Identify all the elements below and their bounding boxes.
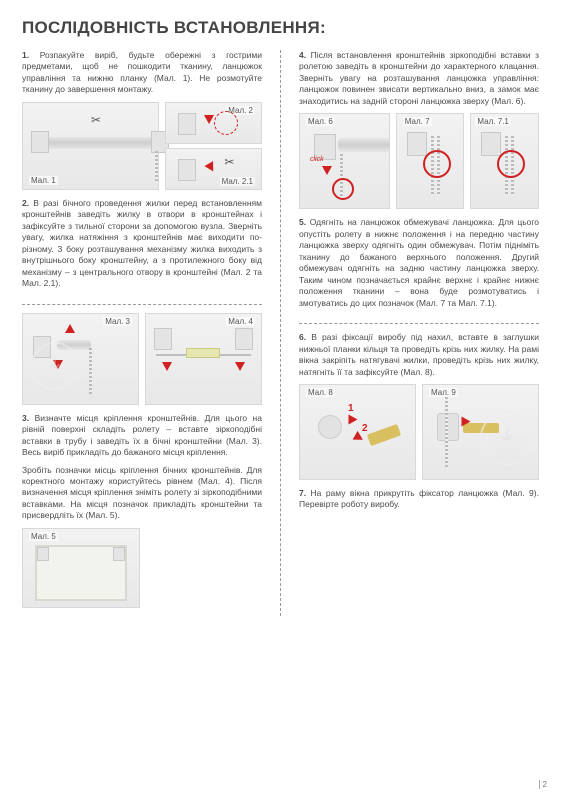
figure-1: Мал. 1 ✂	[22, 102, 159, 190]
figure-3: Мал. 3	[22, 313, 139, 405]
step-2: 2. В разі бічного проведення жилки перед…	[22, 198, 262, 290]
figure-5: Мал. 5	[22, 528, 140, 608]
fig-row-4: Мал. 6 click Мал. 7 Мал. 7.1	[299, 113, 539, 209]
columns: 1. Розпакуйте виріб, будьте обережні з г…	[22, 50, 539, 616]
step-3a: 3. Визначте місця кріплення кронштейнів.…	[22, 413, 262, 459]
fig-71-label: Мал. 7.1	[475, 117, 510, 126]
figure-4: Мал. 4	[145, 313, 262, 405]
divider-h-left	[22, 304, 262, 305]
vertical-divider	[280, 50, 281, 616]
step-5-num: 5.	[299, 217, 306, 227]
step-5-body: Одягніть на ланцюжок обмежувачі ланцюжка…	[299, 217, 539, 307]
fig-row-1: Мал. 1 ✂ Мал. 2 Мал. 2.1	[22, 102, 262, 190]
step-1: 1. Розпакуйте виріб, будьте обережні з г…	[22, 50, 262, 96]
divider-h-right	[299, 323, 539, 324]
step-4-body: Після встановлення кронштейнів зіркоподі…	[299, 50, 539, 106]
figure-7-1: Мал. 7.1	[470, 113, 539, 209]
figure-6: Мал. 6 click	[299, 113, 390, 209]
figure-7: Мал. 7	[396, 113, 465, 209]
fig-5-label: Мал. 5	[29, 532, 58, 541]
step-1-body: Розпакуйте виріб, будьте обережні з гост…	[22, 50, 262, 94]
instruction-page: { "title": "ПОСЛІДОВНІСТЬ ВСТАНОВЛЕННЯ:"…	[0, 0, 561, 799]
step-6: 6. В разі фіксації виробу під нахил, вст…	[299, 332, 539, 378]
fig-row-5: Мал. 8 1 2 Мал. 9	[299, 384, 539, 480]
step-7-body: На раму вікна прикрутіть фіксатор ланцюж…	[299, 488, 539, 509]
fig-7-label: Мал. 7	[403, 117, 432, 126]
figure-9: Мал. 9	[422, 384, 539, 480]
figure-2-1: Мал. 2.1 ✂	[165, 148, 262, 190]
step-1-num: 1.	[22, 50, 29, 60]
fig-4-label: Мал. 4	[226, 317, 255, 326]
fig-9-label: Мал. 9	[429, 388, 458, 397]
step-4-num: 4.	[299, 50, 306, 60]
fig-8-label: Мал. 8	[306, 388, 335, 397]
right-column: 4. Після встановлення кронштейнів зіркоп…	[299, 50, 539, 616]
click-label: click	[310, 156, 324, 163]
step-3b: Зробіть позначки місць кріплення бічних …	[22, 465, 262, 522]
step-3a-body: Визначте місця кріплення кронштейнів. Дл…	[22, 413, 262, 457]
step-7-num: 7.	[299, 488, 306, 498]
fig-21-label: Мал. 2.1	[220, 177, 255, 186]
left-column: 1. Розпакуйте виріб, будьте обережні з г…	[22, 50, 262, 616]
fig-1-label: Мал. 1	[29, 176, 58, 185]
step-6-body: В разі фіксації виробу під нахил, вставт…	[299, 332, 539, 376]
red-num-2: 2	[362, 423, 368, 434]
step-4: 4. Після встановлення кронштейнів зіркоп…	[299, 50, 539, 107]
fig-6-label: Мал. 6	[306, 117, 335, 126]
step-6-num: 6.	[299, 332, 306, 342]
figure-2: Мал. 2	[165, 102, 262, 144]
fig-row-2: Мал. 3 Мал. 4	[22, 313, 262, 405]
fig-row-3: Мал. 5	[22, 528, 262, 608]
fig-3-label: Мал. 3	[103, 317, 132, 326]
figure-8: Мал. 8 1 2	[299, 384, 416, 480]
page-number: 2	[539, 780, 547, 789]
page-title: ПОСЛІДОВНІСТЬ ВСТАНОВЛЕННЯ:	[22, 18, 539, 38]
step-3-num: 3.	[22, 413, 29, 423]
red-num-1: 1	[348, 403, 354, 414]
step-2-num: 2.	[22, 198, 29, 208]
step-7: 7. На раму вікна прикрутіть фіксатор лан…	[299, 488, 539, 511]
step-5: 5. Одягніть на ланцюжок обмежувачі ланцю…	[299, 217, 539, 309]
step-2-body: В разі бічного проведення жилки перед вс…	[22, 198, 262, 288]
